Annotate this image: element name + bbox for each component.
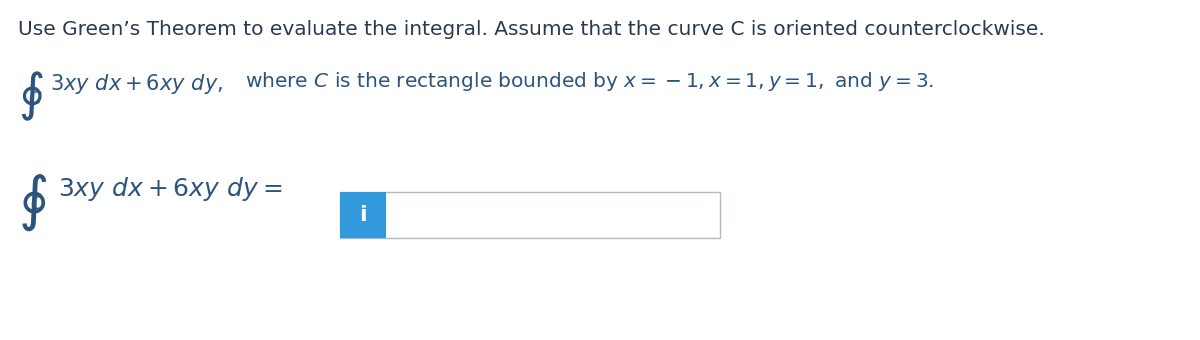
Text: Use Green’s Theorem to evaluate the integral. Assume that the curve C is oriente: Use Green’s Theorem to evaluate the inte…	[18, 20, 1045, 39]
Text: $C$: $C$	[30, 195, 44, 213]
Text: $\oint$: $\oint$	[18, 172, 47, 233]
Text: i: i	[359, 205, 367, 225]
Text: $3xy\ dx + 6xy\ dy =$: $3xy\ dx + 6xy\ dy =$	[58, 175, 282, 203]
Text: $C$: $C$	[28, 90, 42, 108]
Text: where $C$ is the rectangle bounded by $x = -1, x = 1, y = 1,$ and $y = 3.$: where $C$ is the rectangle bounded by $x…	[245, 70, 934, 93]
Bar	[340, 192, 386, 238]
Text: $3xy\ dx + 6xy\ dy,$: $3xy\ dx + 6xy\ dy,$	[50, 72, 223, 96]
Text: $\oint$: $\oint$	[18, 70, 43, 123]
Bar	[340, 192, 720, 238]
